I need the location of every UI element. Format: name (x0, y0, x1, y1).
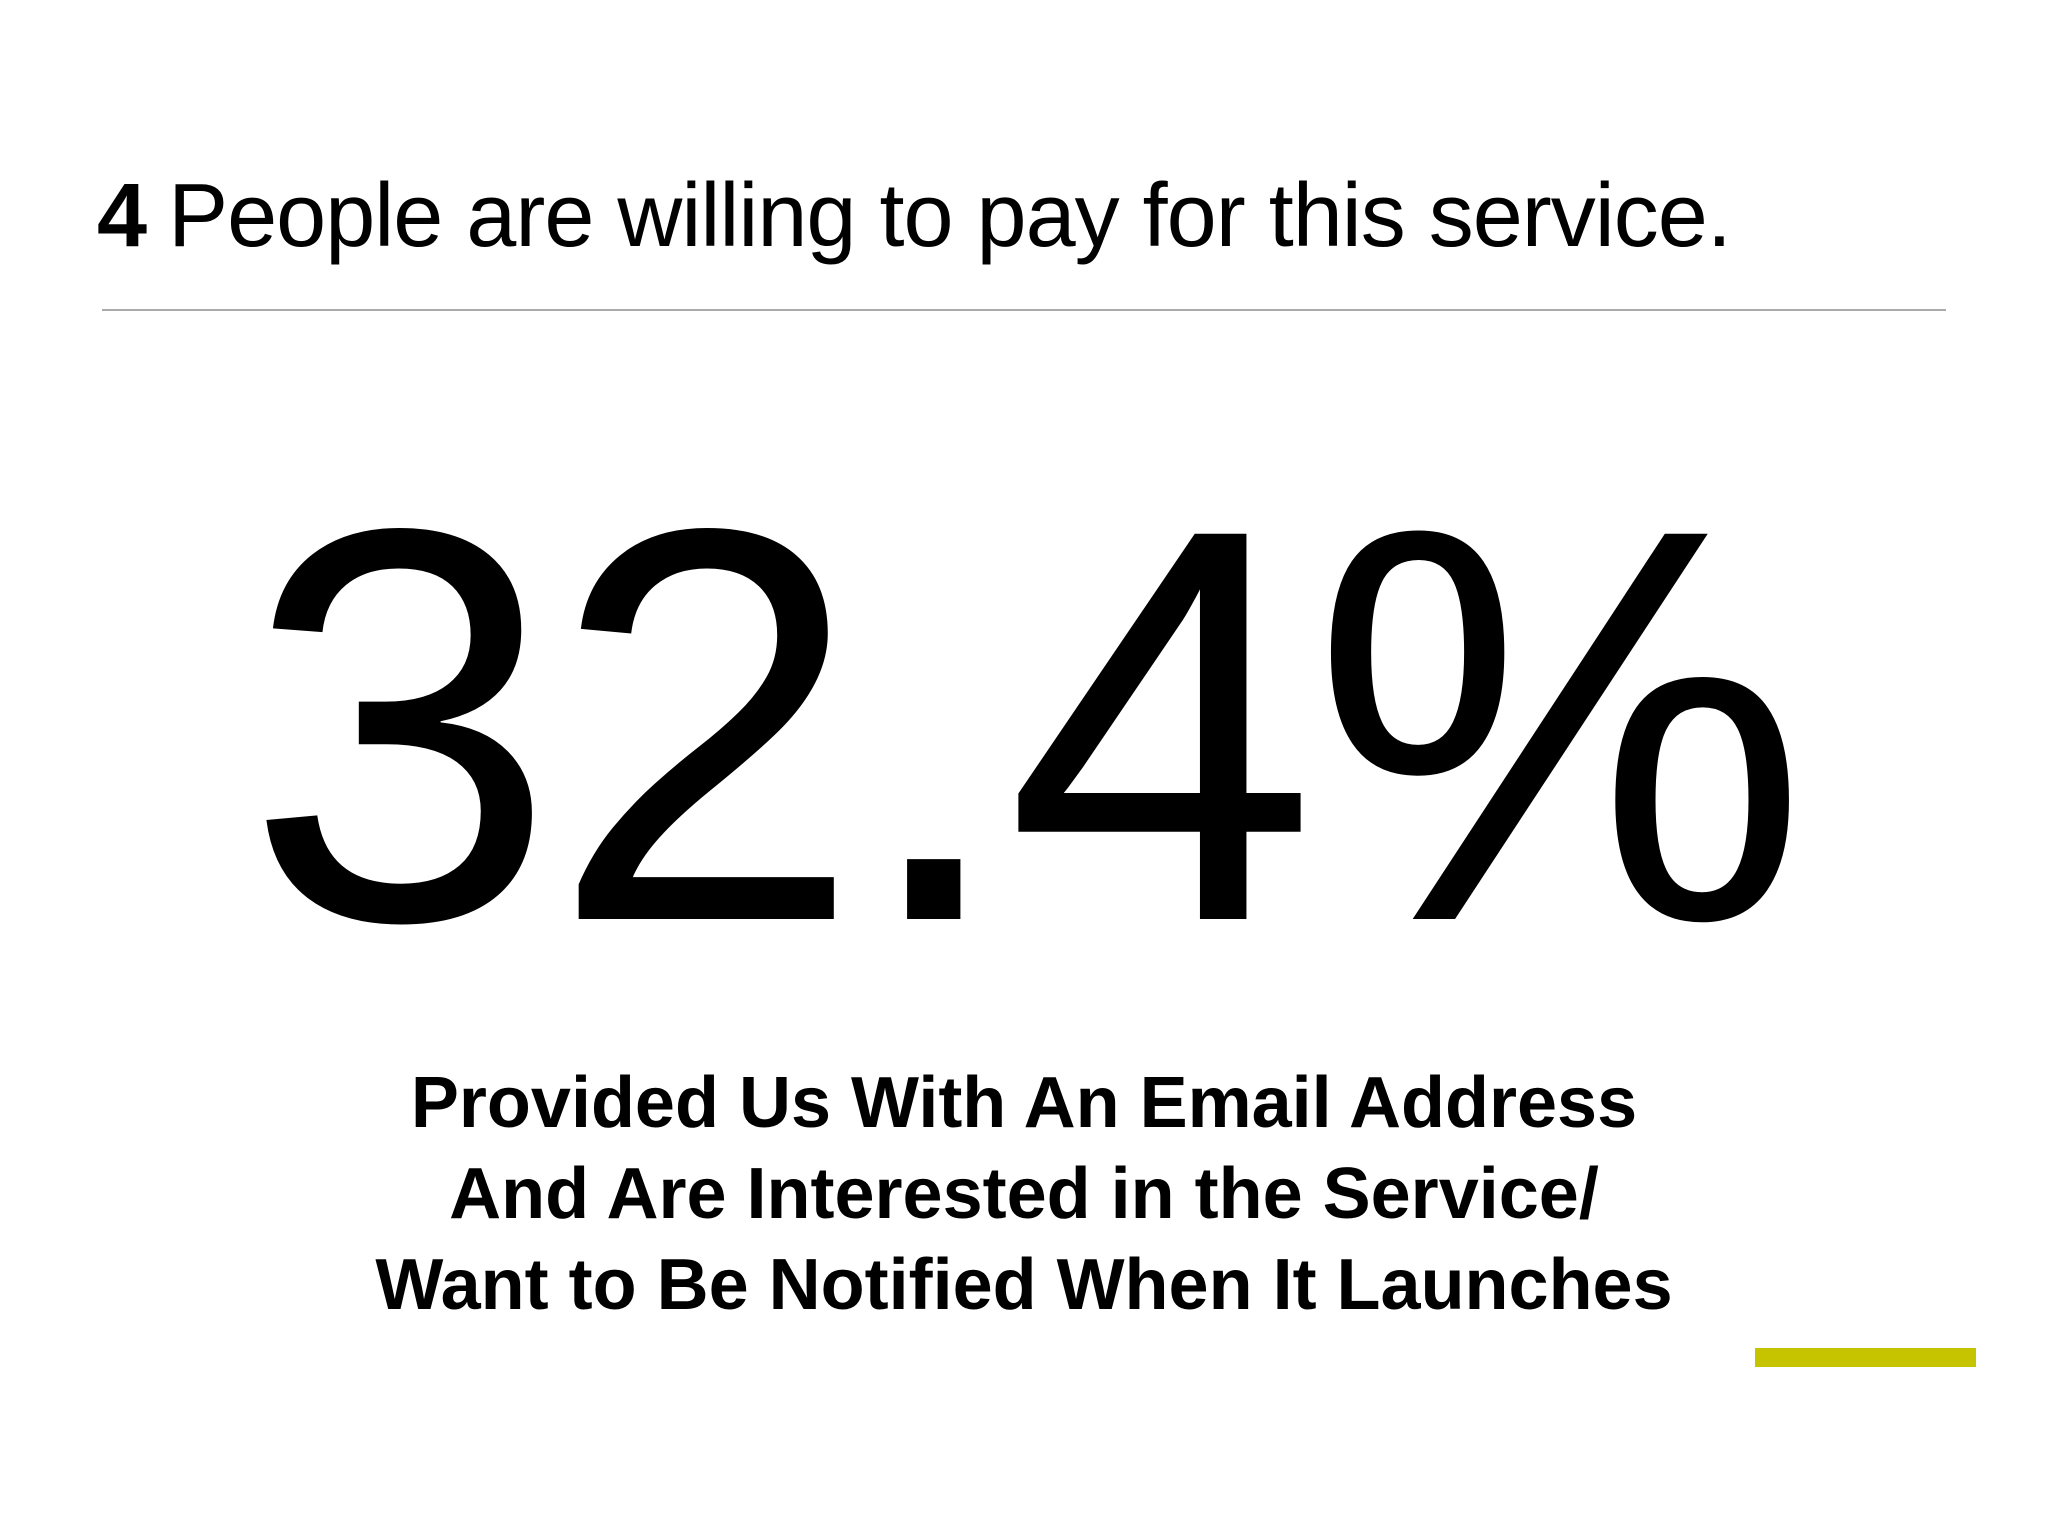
heading: 4 People are willing to pay for this serv… (97, 166, 1732, 266)
heading-title: People are willing to pay for this servi… (168, 166, 1732, 266)
stat-caption: Provided Us With An Email Address And Ar… (375, 1063, 1673, 1325)
big-stat: 32.4% (245, 412, 1809, 1038)
divider (102, 309, 1946, 311)
heading-number: 4 (97, 166, 147, 266)
accent-bar (1755, 1348, 1976, 1367)
